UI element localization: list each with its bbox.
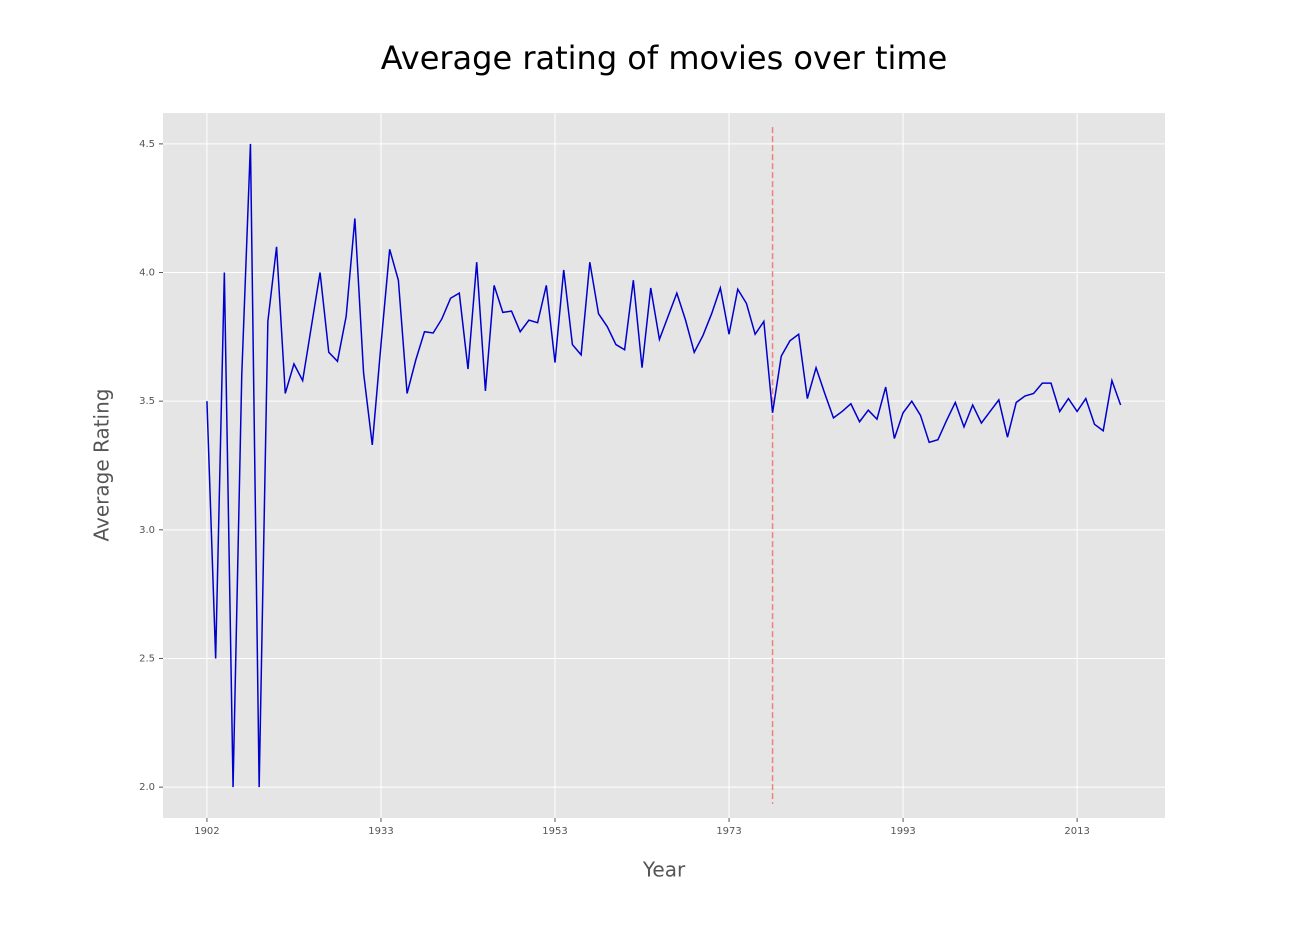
x-tick-label: 1953 (542, 826, 567, 837)
x-tick-label: 1993 (890, 826, 915, 837)
x-axis-label: Year (642, 858, 686, 882)
y-tick-label: 3.0 (139, 525, 155, 536)
x-tick-label: 1933 (368, 826, 393, 837)
y-tick-label: 4.0 (139, 268, 155, 279)
x-tick-label: 2013 (1064, 826, 1089, 837)
y-tick-label: 2.5 (139, 653, 155, 664)
x-tick-label: 1973 (716, 826, 741, 837)
y-tick-label: 3.5 (139, 396, 155, 407)
y-tick-label: 2.0 (139, 782, 155, 793)
x-tick-label: 1902 (194, 826, 219, 837)
y-tick-label: 4.5 (139, 139, 155, 150)
data-line (206, 143, 1122, 788)
y-axis-label: Average Rating (90, 389, 114, 542)
chart-title: Average rating of movies over time (381, 39, 948, 77)
plot-area (163, 113, 1165, 818)
